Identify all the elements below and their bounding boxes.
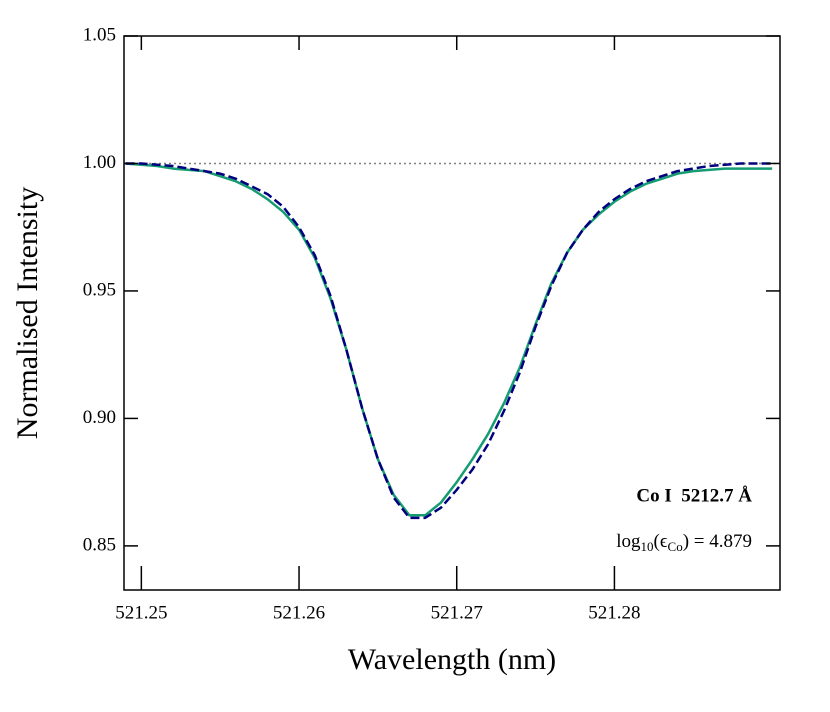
annotation-part: 10 — [641, 539, 654, 554]
annotation-part: log — [616, 531, 641, 552]
x-tick-label: 521.27 — [431, 602, 483, 623]
data-line — [125, 162, 773, 517]
abundance-annotation: log10(ϵCo) = 4.879 — [616, 531, 752, 554]
x-tick-label: 521.28 — [588, 602, 640, 623]
annotation-part: Co — [668, 539, 683, 554]
x-axis-label: Wavelength (nm) — [348, 643, 556, 676]
y-tick-label: 0.95 — [83, 279, 116, 300]
y-axis-label: Normalised Intensity — [11, 187, 44, 439]
annotation-part: (ϵ — [654, 531, 668, 552]
y-tick-label: 0.85 — [83, 534, 116, 555]
y-tick-label: 0.90 — [83, 407, 116, 428]
line-annotation: Co I 5212.7 Å — [636, 485, 752, 506]
x-tick-label: 521.26 — [273, 602, 325, 623]
y-tick-label: 1.00 — [83, 152, 116, 173]
annotation-part: ) = 4.879 — [683, 531, 752, 552]
x-tick-label: 521.25 — [115, 602, 167, 623]
y-tick-label: 1.05 — [83, 24, 116, 45]
data-line — [125, 162, 773, 520]
plot-frame — [123, 35, 781, 591]
